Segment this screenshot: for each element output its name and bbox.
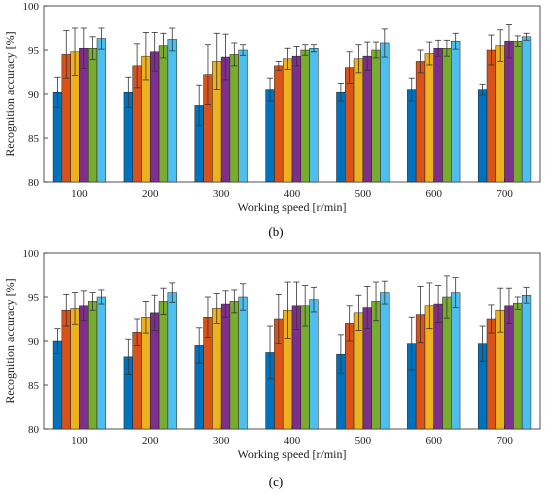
bar-c-200-s5 — [158, 301, 169, 430]
bar-c-300-s4 — [220, 303, 231, 430]
bar-c-200-s3 — [141, 316, 151, 430]
bar-b-700-s5 — [513, 40, 523, 183]
y-axis-label-b: Recognition accuracy [%] — [3, 31, 17, 156]
y-tick-label-c-80: 80 — [28, 424, 40, 436]
caption-b: (b) — [268, 224, 283, 239]
x-tick-label-b-400: 400 — [284, 188, 301, 200]
bar-b-200-s6 — [167, 39, 177, 183]
bar-c-100-s1 — [52, 340, 63, 430]
y-ticks-c: 80 85 90 95 100 — [23, 248, 48, 436]
x-tick-label-b-300: 300 — [213, 188, 230, 200]
x-tick-label-c-100: 100 — [71, 435, 88, 447]
bar-b-500-s4 — [362, 55, 372, 183]
bars-b — [52, 24, 532, 183]
x-tick-label-c-400: 400 — [284, 435, 301, 447]
bar-c-100-s2 — [61, 309, 71, 430]
bar-b-100-s5 — [87, 47, 98, 183]
bar-b-500-s6 — [380, 42, 390, 183]
y-tick-label-c-95: 95 — [28, 292, 40, 304]
bar-c-700-s6 — [521, 294, 532, 430]
panel-b: 80 85 90 95 100 100 200 300 400 500 600 700 Workin… — [3, 1, 541, 239]
bar-b-700-s6 — [521, 36, 532, 183]
bar-c-200-s6 — [167, 292, 177, 430]
bar-b-600-s5 — [442, 47, 452, 183]
x-ticks-b: 100 200 300 400 500 600 700 — [71, 178, 513, 200]
x-tick-label-b-700: 700 — [496, 188, 513, 200]
y-tick-label-b-80: 80 — [28, 177, 40, 189]
bar-b-700-s4 — [504, 40, 514, 183]
x-tick-label-c-200: 200 — [142, 435, 159, 447]
bar-b-500-s1 — [336, 91, 346, 183]
bar-c-600-s6 — [451, 292, 461, 430]
bar-b-700-s1 — [477, 89, 488, 183]
y-tick-label-b-95: 95 — [28, 45, 40, 57]
y-tick-label-b-90: 90 — [28, 89, 40, 101]
bar-c-400-s6 — [309, 299, 319, 430]
y-tick-label-b-100: 100 — [23, 1, 40, 13]
x-axis-label-c: Working speed [r/min] — [237, 447, 346, 461]
x-tick-label-b-200: 200 — [142, 188, 159, 200]
bar-c-700-s5 — [513, 302, 523, 430]
bar-b-600-s2 — [415, 61, 426, 183]
bar-b-500-s2 — [345, 67, 355, 183]
bar-b-300-s5 — [229, 54, 239, 183]
x-ticks-c: 100 200 300 400 500 600 700 — [71, 425, 513, 447]
bar-b-300-s6 — [238, 49, 248, 183]
y-tick-label-c-90: 90 — [28, 336, 40, 348]
bar-b-400-s4 — [291, 55, 302, 183]
bar-b-600-s3 — [424, 53, 434, 183]
bars-c — [52, 275, 532, 430]
bar-b-100-s6 — [96, 38, 107, 183]
y-axis-label-c: Recognition accuracy [%] — [3, 278, 17, 403]
bar-c-700-s2 — [486, 318, 497, 430]
bar-b-400-s1 — [265, 89, 275, 183]
bar-b-400-s6 — [309, 47, 319, 183]
bar-b-500-s3 — [353, 58, 364, 183]
x-tick-label-b-600: 600 — [425, 188, 442, 200]
bar-c-500-s6 — [380, 292, 390, 430]
bar-c-700-s4 — [504, 305, 514, 430]
bar-b-600-s4 — [433, 47, 443, 183]
x-tick-label-b-100: 100 — [71, 188, 88, 200]
x-tick-label-c-300: 300 — [213, 435, 230, 447]
x-tick-label-c-700: 700 — [496, 435, 513, 447]
x-axis-label-b: Working speed [r/min] — [237, 200, 346, 214]
bar-b-600-s1 — [407, 89, 417, 183]
bar-c-100-s4 — [79, 305, 89, 430]
y-ticks-b: 80 85 90 95 100 — [23, 1, 48, 189]
x-tick-label-c-500: 500 — [355, 435, 372, 447]
bar-c-200-s2 — [132, 331, 142, 430]
bar-c-100-s6 — [96, 296, 107, 430]
bar-b-200-s5 — [158, 45, 169, 183]
bar-b-500-s5 — [371, 49, 381, 183]
bar-b-400-s3 — [282, 58, 293, 183]
x-tick-label-b-500: 500 — [355, 188, 372, 200]
y-tick-label-c-85: 85 — [28, 380, 40, 392]
bar-b-400-s5 — [300, 49, 310, 183]
y-tick-label-b-85: 85 — [28, 133, 40, 145]
bar-c-100-s3 — [70, 308, 80, 430]
bar-b-700-s2 — [486, 49, 497, 183]
bar-c-300-s5 — [229, 301, 239, 430]
panel-c: 80 85 90 95 100 100 200 300 400 500 600 700 Workin… — [3, 248, 541, 489]
bar-b-400-s2 — [274, 65, 284, 183]
y-tick-label-c-100: 100 — [23, 248, 40, 260]
bar-b-700-s3 — [495, 45, 505, 183]
caption-c: (c) — [269, 474, 283, 489]
x-tick-label-c-600: 600 — [425, 435, 442, 447]
bar-b-600-s6 — [451, 40, 461, 183]
bar-c-300-s6 — [238, 296, 248, 430]
bar-c-300-s3 — [212, 308, 222, 430]
bar-c-100-s5 — [87, 301, 98, 430]
